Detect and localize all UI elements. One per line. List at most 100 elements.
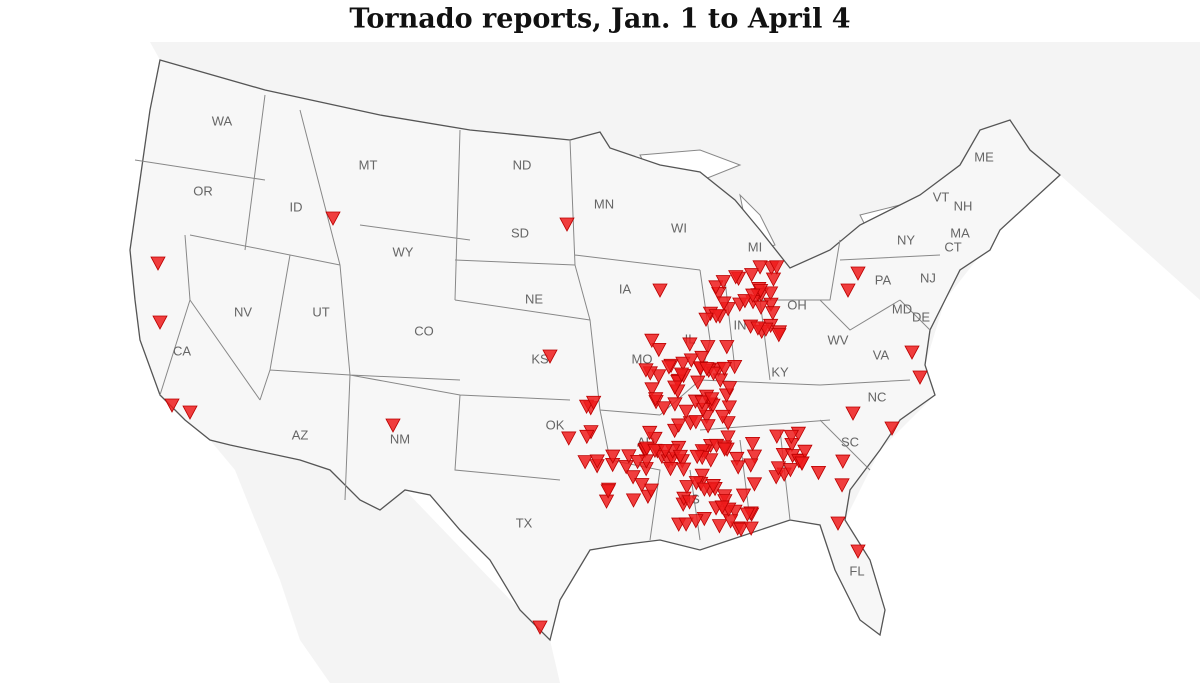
tornado-marker	[678, 517, 694, 532]
state-label: MT	[359, 157, 378, 172]
tornado-marker	[667, 397, 683, 412]
tornado-marker	[762, 286, 779, 301]
tornado-marker	[152, 315, 168, 330]
tornado-marker	[840, 283, 856, 298]
state-label: NH	[954, 198, 973, 213]
tornado-marker	[673, 367, 690, 382]
tornado-marker	[661, 360, 677, 375]
tornado-marker	[698, 312, 714, 327]
tornado-marker	[681, 495, 698, 510]
tornado-marker	[589, 454, 605, 469]
us-outline	[129, 59, 1061, 642]
tornado-marker	[735, 488, 752, 503]
tornado-markers	[150, 211, 928, 635]
tornado-marker	[744, 436, 761, 452]
tornado-marker	[675, 356, 691, 371]
tornado-marker	[835, 454, 851, 469]
state-label: UT	[312, 304, 329, 319]
state-label: IA	[619, 281, 632, 296]
state-label: MA	[950, 225, 970, 240]
state-label: ND	[513, 157, 532, 172]
tornado-marker	[577, 455, 593, 470]
tornado-marker	[385, 418, 401, 433]
tornado-marker	[694, 350, 710, 366]
tornado-marker	[743, 521, 759, 536]
tornado-marker	[712, 373, 729, 388]
tornado-marker	[705, 479, 721, 494]
tornado-marker	[618, 460, 634, 475]
state-label: ME	[974, 149, 994, 164]
state-label: SC	[841, 434, 859, 449]
tornado-marker	[688, 415, 704, 430]
tornado-marker	[585, 395, 602, 411]
state-label: MN	[594, 196, 614, 211]
tornado-marker	[667, 380, 683, 395]
tornado-marker	[600, 484, 616, 499]
pacific-ocean	[0, 42, 330, 683]
tornado-marker	[164, 398, 180, 413]
tornado-marker	[651, 342, 667, 358]
tornado-marker	[884, 421, 900, 436]
tornado-marker	[769, 429, 785, 444]
state-label: FL	[849, 563, 864, 578]
tornado-marker	[715, 409, 731, 425]
tornado-marker	[716, 361, 733, 377]
state-label: KS	[531, 351, 549, 366]
state-label: MD	[892, 301, 912, 316]
tornado-marker	[753, 300, 769, 315]
tornado-marker	[721, 400, 738, 415]
state-label: IN	[734, 317, 747, 332]
tornado-marker	[717, 442, 733, 457]
tornado-marker	[850, 544, 866, 559]
tornado-marker	[629, 455, 646, 470]
tornado-marker	[325, 211, 341, 226]
tornado-marker	[834, 478, 850, 493]
state-label: TX	[516, 515, 533, 530]
tornado-marker	[729, 451, 745, 467]
tornado-marker	[625, 470, 641, 485]
tornado-marker	[770, 461, 787, 476]
ocean-gulf	[405, 175, 1200, 683]
tornado-marker	[532, 620, 548, 635]
tornado-marker	[678, 404, 694, 419]
state-label: NV	[234, 304, 252, 319]
tornado-marker	[769, 260, 785, 275]
tornado-marker	[752, 260, 768, 275]
tornado-marker	[904, 345, 920, 360]
tornado-marker	[700, 340, 716, 355]
tornado-marker	[651, 369, 667, 384]
tornado-marker	[743, 268, 760, 283]
state-label: VT	[933, 189, 950, 204]
tornado-marker	[722, 514, 739, 529]
tornado-marker	[719, 340, 735, 355]
state-label: KY	[771, 364, 789, 379]
state-label: MO	[632, 351, 653, 366]
tornado-marker	[688, 514, 704, 529]
state-label: ID	[290, 199, 303, 214]
state-label: NE	[525, 291, 543, 306]
tornado-marker	[672, 449, 689, 465]
tornado-marker	[730, 460, 746, 475]
state-label: AZ	[292, 427, 309, 442]
tornado-marker	[810, 465, 827, 481]
tornado-marker	[662, 462, 679, 477]
tornado-marker	[683, 353, 700, 368]
tornado-marker	[647, 443, 663, 459]
tornado-marker	[625, 493, 642, 508]
state-label: NJ	[920, 270, 936, 285]
tornado-marker	[696, 482, 713, 497]
tornado-marker	[726, 360, 743, 375]
tornado-marker	[746, 477, 763, 492]
state-label: SD	[511, 225, 529, 240]
tornado-marker	[714, 500, 730, 515]
tornado-marker	[830, 516, 846, 531]
state-label: WI	[671, 220, 687, 235]
tornado-marker	[644, 382, 660, 397]
tornado-marker	[657, 444, 674, 459]
tornado-marker	[745, 288, 761, 303]
tornado-marker	[845, 406, 861, 421]
tornado-marker	[652, 283, 668, 298]
tornado-marker	[783, 429, 799, 445]
state-label: NY	[897, 232, 915, 247]
